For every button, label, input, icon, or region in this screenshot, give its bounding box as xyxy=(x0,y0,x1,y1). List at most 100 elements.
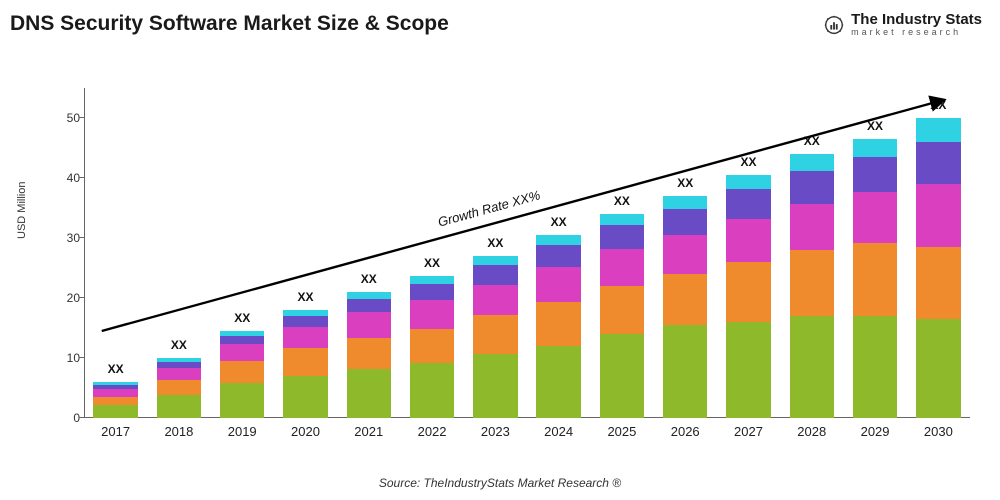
bar-value-label: XX xyxy=(930,98,946,112)
bar-segment xyxy=(410,300,454,328)
bar-group: XX2024 xyxy=(536,235,580,418)
brand-tagline: market research xyxy=(851,28,982,37)
x-tick-label: 2023 xyxy=(481,424,510,439)
bar-segment xyxy=(220,383,264,418)
bar-group: XX2030 xyxy=(916,118,960,418)
bar-group: XX2023 xyxy=(473,256,517,418)
bar-segment xyxy=(220,336,264,344)
bar-segment xyxy=(853,316,897,418)
brand-logo: The Industry Stats market research xyxy=(823,12,982,37)
bar-segment xyxy=(853,243,897,316)
bar-group: XX2028 xyxy=(790,154,834,418)
bar-segment xyxy=(790,204,834,250)
bar-segment xyxy=(410,329,454,364)
bar-value-label: XX xyxy=(171,338,187,352)
bar-segment xyxy=(726,262,770,322)
bar-segment xyxy=(663,209,707,235)
brand-name: The Industry Stats xyxy=(851,12,982,28)
y-tick-mark xyxy=(79,357,84,358)
y-tick-label: 20 xyxy=(56,291,80,305)
y-tick-mark xyxy=(79,297,84,298)
x-tick-label: 2024 xyxy=(544,424,573,439)
bar-segment xyxy=(726,322,770,418)
bar-value-label: XX xyxy=(424,256,440,270)
bar-segment xyxy=(283,316,327,327)
y-tick-mark xyxy=(79,177,84,178)
bar-segment xyxy=(347,338,391,370)
bars-container: XX2017XX2018XX2019XX2020XX2021XX2022XX20… xyxy=(84,88,970,418)
y-tick-mark xyxy=(79,237,84,238)
bar-segment xyxy=(220,344,264,361)
bar-value-label: XX xyxy=(551,215,567,229)
bar-value-label: XX xyxy=(614,194,630,208)
bar-segment xyxy=(347,369,391,418)
bar-group: XX2020 xyxy=(283,310,327,418)
x-tick-label: 2017 xyxy=(101,424,130,439)
bar-segment xyxy=(663,235,707,274)
bar-value-label: XX xyxy=(677,176,693,190)
bar-segment xyxy=(473,354,517,418)
x-tick-label: 2028 xyxy=(797,424,826,439)
bar-segment xyxy=(93,397,137,405)
bar-group: XX2026 xyxy=(663,196,707,418)
bar-segment xyxy=(536,235,580,245)
bar-group: XX2025 xyxy=(600,214,644,418)
y-tick-label: 50 xyxy=(56,111,80,125)
x-tick-label: 2030 xyxy=(924,424,953,439)
bar-group: XX2019 xyxy=(220,331,264,418)
bar-segment xyxy=(790,250,834,316)
bar-value-label: XX xyxy=(487,236,503,250)
bar-value-label: XX xyxy=(804,134,820,148)
bar-segment xyxy=(410,363,454,418)
bar-segment xyxy=(663,274,707,325)
bar-segment xyxy=(853,157,897,192)
bar-segment xyxy=(347,299,391,313)
bar-segment xyxy=(663,325,707,418)
bar-segment xyxy=(600,214,644,225)
bar-segment xyxy=(726,189,770,219)
bar-segment xyxy=(726,219,770,262)
bar-group: XX2021 xyxy=(347,292,391,418)
bar-group: XX2017 xyxy=(93,382,137,418)
y-tick-label: 30 xyxy=(56,231,80,245)
chart-plot-area: XX2017XX2018XX2019XX2020XX2021XX2022XX20… xyxy=(84,88,970,418)
bar-segment xyxy=(157,368,201,380)
x-tick-label: 2018 xyxy=(164,424,193,439)
bar-segment xyxy=(726,175,770,189)
bar-value-label: XX xyxy=(297,290,313,304)
bar-segment xyxy=(916,184,960,247)
chart-title: DNS Security Software Market Size & Scop… xyxy=(10,12,449,36)
bar-segment xyxy=(473,265,517,285)
bar-segment xyxy=(916,142,960,184)
bar-segment xyxy=(536,302,580,346)
bar-segment xyxy=(536,245,580,267)
bar-value-label: XX xyxy=(361,272,377,286)
bar-value-label: XX xyxy=(234,311,250,325)
bar-segment xyxy=(283,348,327,376)
x-tick-label: 2021 xyxy=(354,424,383,439)
x-tick-label: 2020 xyxy=(291,424,320,439)
bar-segment xyxy=(600,249,644,286)
bar-value-label: XX xyxy=(867,119,883,133)
y-tick-label: 0 xyxy=(56,411,80,425)
bar-segment xyxy=(916,118,960,142)
y-tick-label: 10 xyxy=(56,351,80,365)
y-tick-mark xyxy=(79,417,84,418)
bar-segment xyxy=(93,389,137,397)
bar-segment xyxy=(347,292,391,299)
bar-segment xyxy=(790,171,834,204)
y-tick-mark xyxy=(79,117,84,118)
gear-bar-icon xyxy=(823,14,845,36)
bar-segment xyxy=(410,276,454,284)
bar-segment xyxy=(600,334,644,418)
bar-segment xyxy=(157,380,201,395)
source-footnote: Source: TheIndustryStats Market Research… xyxy=(0,476,1000,490)
bar-group: XX2027 xyxy=(726,175,770,418)
bar-segment xyxy=(600,225,644,249)
bar-group: XX2018 xyxy=(157,358,201,418)
x-tick-label: 2022 xyxy=(418,424,447,439)
x-tick-label: 2026 xyxy=(671,424,700,439)
bar-segment xyxy=(916,319,960,418)
bar-segment xyxy=(473,315,517,354)
bar-segment xyxy=(157,395,201,418)
